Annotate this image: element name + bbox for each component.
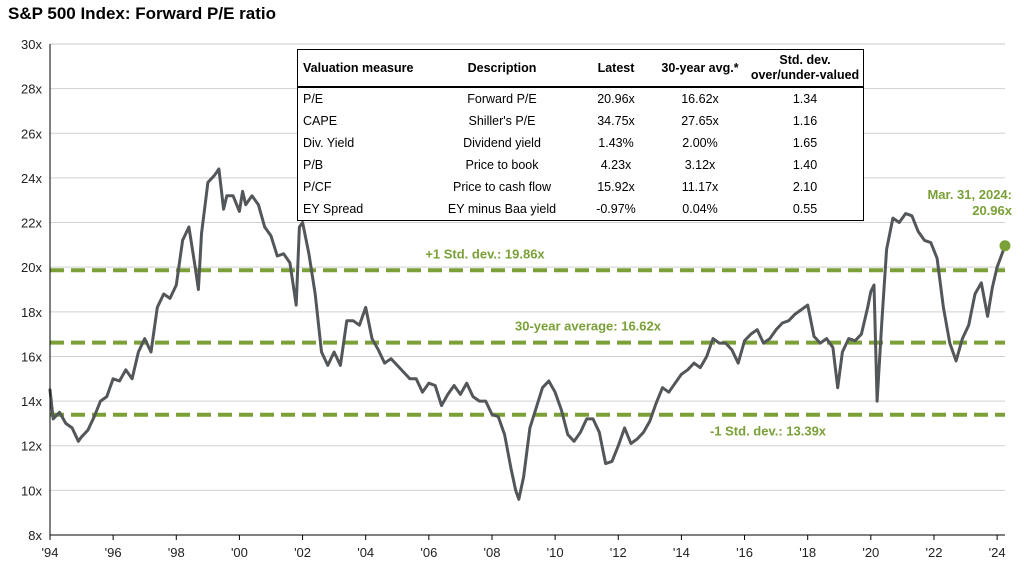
table-cell: 11.17x [681,180,719,194]
table-cell: 0.55 [792,202,818,216]
chart-title: S&P 500 Index: Forward P/E ratio [8,4,276,23]
header-valuation-measure: Valuation measure [298,50,425,88]
valuation-table-header-row: Valuation measure Description Latest 30-… [298,50,863,88]
x-tick-label: '16 [736,545,753,560]
table-row: P/B Price to book 4.23x 3.12x 1.40 [298,154,863,176]
x-tick-label: '18 [799,545,816,560]
table-row: P/E Forward P/E 20.96x 16.62x 1.34 [298,87,863,110]
x-tick-label: '00 [231,545,248,560]
y-tick-label: 18x [21,305,42,320]
y-tick-label: 28x [21,82,42,97]
y-tick-label: 10x [21,483,42,498]
y-tick-label: 26x [21,126,42,141]
table-row: Div. Yield Dividend yield 1.43% 2.00% 1.… [298,132,863,154]
table-cell: 16.62x [681,92,719,106]
table-row: P/CF Price to cash flow 15.92x 11.17x 2.… [298,176,863,198]
header-30yr-avg: 30-year avg.* [653,50,747,88]
table-cell: EY Spread [303,202,364,216]
table-cell: -0.97% [596,202,636,216]
table-cell: 1.65 [792,136,818,150]
reference-line-label: +1 Std. dev.: 19.86x [425,246,545,261]
x-tick-label: '08 [484,545,501,560]
table-cell: P/B [303,158,324,172]
table-cell: 3.12x [684,158,716,172]
y-tick-label: 16x [21,349,42,364]
table-cell: 27.65x [681,114,719,128]
table-cell: 1.34 [792,92,818,106]
x-tick-label: '24 [989,545,1006,560]
reference-line-label: -1 Std. dev.: 13.39x [710,424,827,439]
header-latest: Latest [579,50,653,88]
x-tick-label: '96 [105,545,122,560]
x-tick-label: '04 [357,545,374,560]
table-cell: P/E [303,92,324,106]
y-tick-label: 24x [21,171,42,186]
table-row: EY Spread EY minus Baa yield -0.97% 0.04… [298,198,863,220]
table-cell: Forward P/E [467,92,537,106]
table-cell: 20.96x [597,92,635,106]
axes: 8x 10x 12x 14x 16x 18x 20x 22x 24x 26x 28x 30x '94 '9… [21,37,1006,560]
y-tick-label: 12x [21,439,42,454]
table-cell: 4.23x [600,158,632,172]
x-tick-label: '98 [168,545,185,560]
table-cell: Shiller's P/E [468,114,536,128]
x-tick-label: '14 [673,545,690,560]
latest-annotation-line1: Mar. 31, 2024: [927,187,1012,202]
table-cell: P/CF [303,180,332,194]
table-cell: 1.43% [598,136,634,150]
x-tick-label: '20 [862,545,879,560]
table-cell: 2.10 [792,180,818,194]
series-layer: Mar. 31, 2024:20.96x [48,167,1013,501]
reference-lines: +1 Std. dev.: 19.86x 30-year average: 16.… [50,246,1005,439]
x-tick-label: '12 [610,545,627,560]
valuation-table: Valuation measure Description Latest 30-… [297,49,864,221]
y-tick-label: 14x [21,394,42,409]
table-cell: Dividend yield [463,136,541,150]
header-std-dev: Std. dev. over/under-valued [747,50,863,88]
latest-annotation-line2: 20.96x [972,203,1013,218]
y-tick-label: 20x [21,260,42,275]
x-tick-label: '22 [925,545,942,560]
y-tick-label: 30x [21,37,42,52]
table-cell: 34.75x [597,114,635,128]
table-cell: 1.40 [792,158,818,172]
table-cell: 15.92x [597,180,635,194]
x-tick-label: '02 [294,545,311,560]
table-cell: Div. Yield [303,136,355,150]
header-description: Description [425,50,579,88]
header-std-dev-line2: over/under-valued [750,68,860,82]
reference-line-label: 30-year average: 16.62x [515,319,662,334]
y-tick-label: 22x [21,216,42,231]
y-tick-label: 8x [28,528,42,543]
latest-point-marker [999,240,1011,252]
table-cell: Price to book [465,158,539,172]
pe-ratio-line [48,167,1007,501]
table-cell: 0.04% [682,202,718,216]
table-cell: EY minus Baa yield [447,202,557,216]
x-tick-label: '06 [420,545,437,560]
table-cell: CAPE [303,114,338,128]
table-row: CAPE Shiller's P/E 34.75x 27.65x 1.16 [298,110,863,132]
table-cell: 2.00% [682,136,718,150]
header-std-dev-line1: Std. dev. [779,53,831,67]
table-cell: 1.16 [792,114,818,128]
x-tick-label: '10 [547,545,564,560]
table-cell: Price to cash flow [453,180,551,194]
x-tick-label: '94 [42,545,59,560]
